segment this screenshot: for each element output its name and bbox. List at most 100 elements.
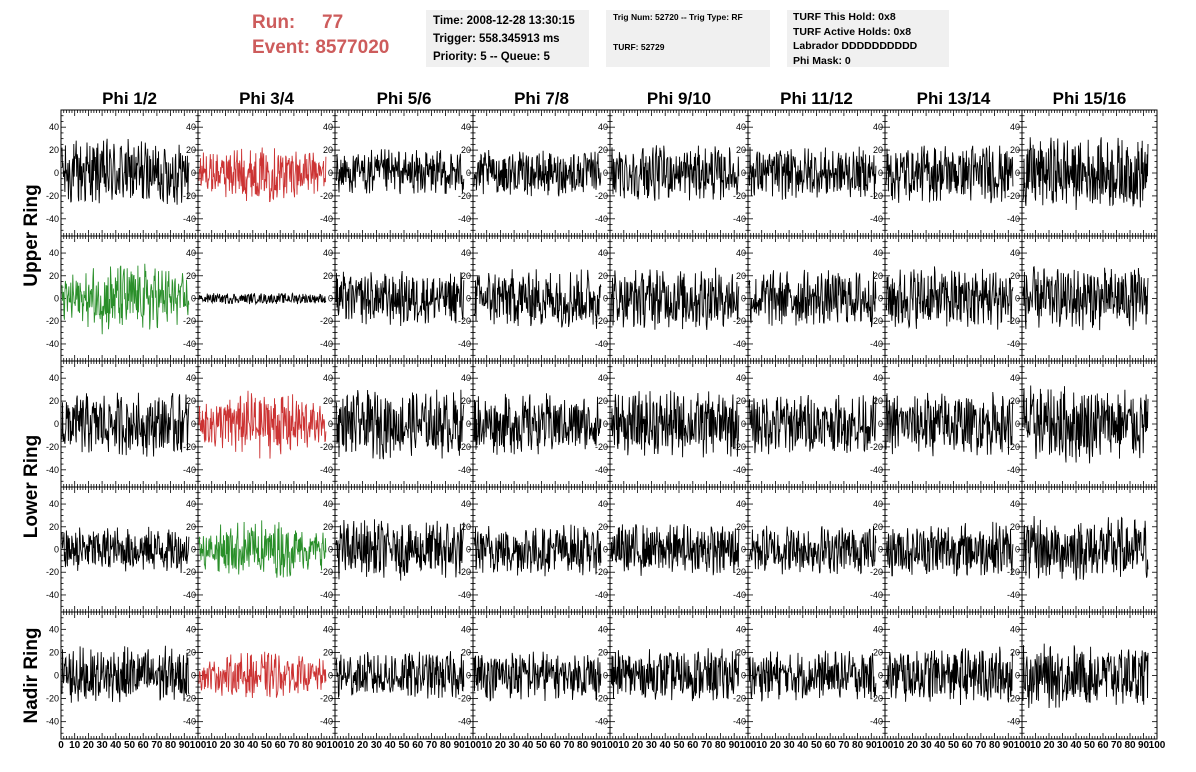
y-tick-label: 20 — [873, 145, 883, 155]
ring-label: Lower Ring — [21, 435, 42, 538]
y-tick-label: 40 — [1010, 248, 1020, 258]
y-tick-label: 40 — [736, 122, 746, 132]
y-tick-label: -40 — [595, 214, 608, 224]
y-tick-label: -20 — [595, 567, 608, 577]
y-tick-label: 0 — [878, 419, 883, 429]
y-tick-label: 20 — [598, 522, 608, 532]
y-tick-label: -40 — [870, 339, 883, 349]
y-tick-label: 20 — [1010, 271, 1020, 281]
y-tick-label: 0 — [741, 545, 746, 555]
y-tick-label: 40 — [461, 248, 471, 258]
y-tick-label: -20 — [183, 442, 196, 452]
y-tick-label: 40 — [1010, 499, 1020, 509]
y-tick-label: 20 — [49, 145, 59, 155]
waveform-trace — [198, 147, 327, 203]
waveform-trace — [610, 524, 740, 576]
y-tick-label: -40 — [183, 465, 196, 475]
y-tick-label: 0 — [191, 545, 196, 555]
labrador-line: Labrador DDDDDDDDDD — [793, 40, 918, 52]
y-tick-label: -40 — [1007, 465, 1020, 475]
y-tick-label: 20 — [1010, 396, 1020, 406]
y-tick-label: -20 — [46, 567, 59, 577]
y-tick-label: 0 — [603, 545, 608, 555]
y-tick-label: 20 — [736, 396, 746, 406]
y-tick-label: 0 — [466, 545, 471, 555]
y-tick-label: 20 — [1010, 145, 1020, 155]
y-tick-label: 40 — [186, 248, 196, 258]
time-info-box: Time: 2008-12-28 13:30:15 Trigger: 558.3… — [426, 10, 589, 67]
y-tick-label: -40 — [320, 214, 333, 224]
ring-label: Nadir Ring — [21, 627, 42, 723]
y-tick-label: -40 — [183, 339, 196, 349]
waveform-trace — [748, 146, 877, 200]
waveform-trace — [473, 393, 602, 455]
y-tick-label: 20 — [598, 396, 608, 406]
waveform-trace — [473, 269, 602, 329]
y-tick-label: 40 — [598, 499, 608, 509]
run-event-label: Run: 77 Event: 8577020 — [252, 10, 422, 60]
y-tick-label: -20 — [733, 316, 746, 326]
waveform-trace — [748, 394, 877, 455]
phi-mask-line: Phi Mask: 0 — [793, 54, 851, 67]
y-tick-label: -20 — [1007, 191, 1020, 201]
y-tick-label: 20 — [186, 522, 196, 532]
y-tick-label: -20 — [183, 316, 196, 326]
y-tick-label: 40 — [49, 373, 59, 383]
y-tick-label: -20 — [320, 442, 333, 452]
y-tick-label: 40 — [49, 499, 59, 509]
y-tick-label: 0 — [328, 545, 333, 555]
trigger-line: Trigger: 558.345913 ms — [433, 33, 560, 45]
waveform-trace — [885, 145, 1014, 204]
y-tick-label: 40 — [323, 122, 333, 132]
column-title: Phi 5/6 — [377, 89, 432, 108]
event-label: Event: — [252, 37, 311, 58]
waveform-trace — [1022, 515, 1149, 581]
waveform-trace — [198, 390, 327, 459]
y-tick-label: 40 — [1010, 373, 1020, 383]
y-tick-label: -20 — [458, 567, 471, 577]
priority-line: Priority: 5 -- Queue: 5 — [433, 51, 550, 63]
y-tick-label: -40 — [595, 339, 608, 349]
y-tick-label: 20 — [461, 271, 471, 281]
waveform-trace — [885, 391, 1014, 457]
y-tick-label: -20 — [1007, 442, 1020, 452]
y-tick-label: -20 — [733, 191, 746, 201]
y-tick-label: -20 — [458, 316, 471, 326]
y-tick-label: 0 — [741, 419, 746, 429]
y-tick-label: -20 — [595, 191, 608, 201]
trig-num-line: Trig Num: 52720 -- Trig Type: RF — [613, 12, 743, 22]
y-tick-label: 40 — [736, 373, 746, 383]
trig-info-box: Trig Num: 52720 -- Trig Type: RF TURF: 5… — [606, 10, 770, 67]
time-line: Time: 2008-12-28 13:30:15 — [433, 15, 575, 27]
y-tick-label: 40 — [598, 122, 608, 132]
column-title: Phi 1/2 — [102, 89, 157, 108]
y-tick-label: 40 — [873, 499, 883, 509]
y-tick-label: 40 — [461, 122, 471, 132]
event-number: 8577020 — [315, 37, 390, 58]
y-tick-label: 20 — [49, 522, 59, 532]
y-tick-label: 40 — [186, 122, 196, 132]
y-tick-label: 0 — [54, 168, 59, 178]
y-tick-label: -40 — [870, 590, 883, 600]
column-title: Phi 9/10 — [647, 89, 711, 108]
y-tick-label: -40 — [733, 214, 746, 224]
ring-label: Upper Ring — [21, 184, 42, 286]
y-tick-label: -40 — [320, 590, 333, 600]
y-tick-label: -40 — [595, 465, 608, 475]
y-tick-label: 40 — [49, 248, 59, 258]
y-tick-label: -20 — [595, 442, 608, 452]
waveform-trace — [610, 145, 740, 201]
y-tick-label: 20 — [873, 396, 883, 406]
y-tick-label: 40 — [186, 373, 196, 383]
y-tick-label: 0 — [54, 419, 59, 429]
